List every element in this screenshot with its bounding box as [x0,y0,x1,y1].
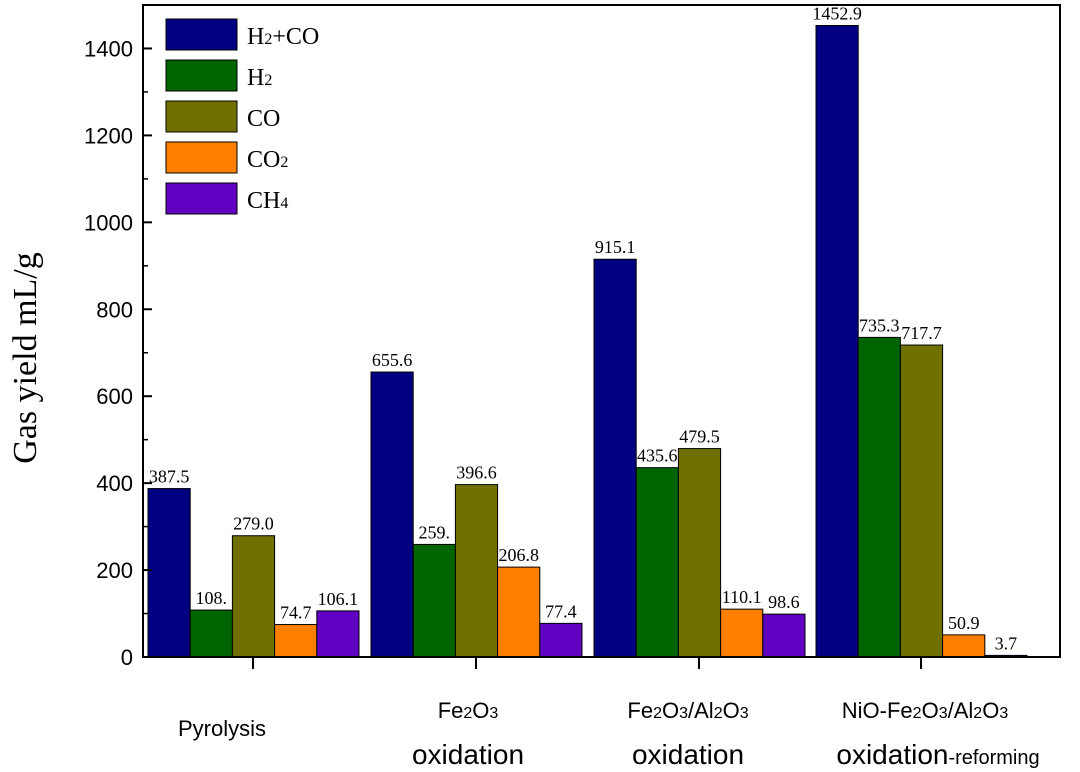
legend-label: H2 [247,65,272,91]
y-tick-label: 400 [96,471,133,496]
category-label-line1: Fe2O3 [438,698,499,723]
legend-label: H2+CO [247,24,319,50]
data-label: 259. [419,522,451,542]
bar-co-group-3 [899,344,944,658]
data-label: 108. [196,588,228,608]
data-label: 50.9 [948,613,980,633]
data-label: 387.5 [149,467,190,487]
bar-h2-group-3 [857,336,901,658]
y-axis-title: Gas yield mL/g [7,252,44,464]
data-label: 735.3 [859,315,900,335]
bar-ch4-group-0 [316,610,360,658]
data-label: 479.5 [679,427,720,447]
category-label-line2: oxidation [632,739,744,770]
data-label: 1452.9 [812,3,862,23]
legend-swatch [165,18,238,51]
legend-swatch [165,141,238,174]
bar-h2-co-group-2 [593,258,637,658]
legend-swatch [165,182,238,215]
data-labels-layer: 387.5 655.6 915.1 1452.9 108. 259. 435.6 735.3 2… [149,3,1017,653]
bar-co2-group-0 [274,624,318,658]
y-tick-label: 600 [96,384,133,409]
bar-co-group-0 [231,535,276,658]
category-label-line2: oxidation [412,739,524,770]
axes-layer: 0 200 400 600 800 1000 1200 1400 [84,4,1061,670]
legend-swatch [165,100,238,133]
y-tick-label: 1200 [84,123,133,148]
y-tick-label: 1000 [84,210,133,235]
bar-ch4-group-2 [762,613,806,658]
y-tick-label: 0 [121,645,133,670]
legend-swatch [165,59,238,92]
bar-co2-group-3 [942,634,986,658]
bar-ch4-group-1 [539,622,583,658]
bar-co2-group-2 [720,608,764,658]
bar-co-group-2 [677,448,722,658]
bars-layer [147,24,1028,658]
category-label-line1: Fe2O3/Al2O3 [627,698,748,723]
bar-h2-co-group-1 [370,371,414,658]
y-tick-label: 1400 [84,36,133,61]
bar-co-group-1 [454,484,499,658]
data-label: 655.6 [372,350,413,370]
bar-co2-group-1 [497,566,541,658]
data-label: 396.6 [456,463,497,483]
data-label: 77.4 [545,601,577,621]
data-label: 106.1 [318,589,359,609]
bar-h2-group-2 [635,467,679,658]
category-labels: Pyrolysis Fe2O3 oxidation Fe2O3/Al2O3 oxidat… [178,698,1040,770]
bar-h2-co-group-0 [147,488,191,658]
data-label: 3.7 [995,633,1018,653]
legend-label: CH4 [247,188,288,214]
data-label: 717.7 [901,323,942,343]
category-label-line1: NiO-Fe2O3/Al2O3 [842,698,1009,723]
bar-h2-co-group-3 [815,24,859,658]
category-label-line2: oxidation-reforming [836,739,1039,770]
data-label: 74.7 [280,603,312,623]
plot-frame [142,4,1061,658]
bar-h2-group-1 [412,543,456,658]
y-tick-label: 200 [96,558,133,583]
data-label: 279.0 [233,514,274,534]
data-label: 435.6 [637,446,678,466]
data-label: 206.8 [498,545,539,565]
legend-label: CO2 [247,147,288,173]
y-tick-label: 800 [96,297,133,322]
data-label: 915.1 [595,237,636,257]
data-label: 98.6 [768,592,800,612]
data-label: 110.1 [722,587,762,607]
legend: H2+CO H2 CO CO2 CH4 [165,18,319,215]
category-label-line1: Pyrolysis [178,716,266,741]
bar-h2-group-0 [189,609,233,658]
legend-label: CO [247,106,280,132]
